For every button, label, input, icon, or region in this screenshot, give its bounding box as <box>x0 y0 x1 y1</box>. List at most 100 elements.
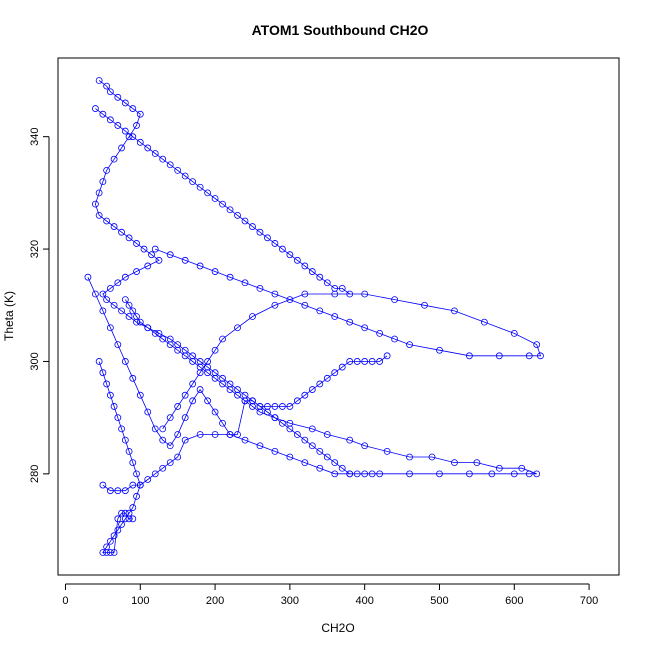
data-point <box>249 313 256 320</box>
data-point <box>518 464 526 472</box>
data-point <box>151 470 159 478</box>
data-point <box>278 245 286 253</box>
data-point <box>488 470 496 478</box>
data-point <box>480 318 488 326</box>
data-point <box>308 268 316 275</box>
data-point <box>256 285 264 292</box>
data-point <box>211 431 219 438</box>
data-point <box>495 464 503 472</box>
data-point <box>204 189 212 197</box>
data-point <box>174 431 182 438</box>
data-point <box>118 228 125 236</box>
data-point <box>406 470 413 478</box>
data-point <box>103 549 111 556</box>
data-point <box>136 138 144 146</box>
data-point <box>204 397 212 405</box>
data-point <box>133 240 140 247</box>
data-point <box>219 335 226 343</box>
data-point <box>376 470 384 478</box>
data-point <box>256 228 264 236</box>
data-point <box>106 391 114 399</box>
data-point <box>368 470 376 478</box>
data-point <box>383 447 391 455</box>
data-point <box>189 358 197 365</box>
data-point <box>278 419 286 427</box>
data-point <box>129 307 137 315</box>
data-layer <box>84 77 544 556</box>
data-point <box>323 431 331 438</box>
data-point <box>383 352 391 360</box>
data-point <box>361 324 369 332</box>
data-point <box>92 290 99 298</box>
data-point <box>241 397 249 405</box>
data-point <box>196 262 204 270</box>
data-point <box>346 470 354 478</box>
data-point <box>286 419 294 427</box>
x-axis: 0 100 200 300 400 500 600 700 <box>62 583 598 607</box>
data-point <box>286 403 294 410</box>
data-series <box>99 431 354 495</box>
data-point <box>103 296 111 304</box>
data-point <box>293 431 301 438</box>
data-point <box>436 346 443 354</box>
y-axis: 280 300 320 340 <box>29 127 50 483</box>
data-point <box>301 290 309 298</box>
x-tick-label: 500 <box>430 595 448 607</box>
data-point <box>331 313 339 320</box>
data-point <box>136 391 144 399</box>
data-point <box>391 296 399 304</box>
data-point <box>144 476 152 483</box>
data-point <box>421 301 428 309</box>
data-point <box>155 256 163 264</box>
data-point <box>293 256 301 264</box>
x-tick-label: 600 <box>505 595 523 607</box>
data-point <box>211 408 219 416</box>
data-point <box>196 386 204 393</box>
data-point <box>118 144 125 152</box>
data-point <box>155 329 163 337</box>
data-point <box>271 447 279 455</box>
data-point <box>159 335 167 343</box>
data-point <box>361 470 369 478</box>
data-point <box>308 425 316 433</box>
data-point <box>301 459 309 467</box>
data-point <box>346 358 354 365</box>
data-point <box>129 133 137 141</box>
data-point <box>159 436 167 444</box>
data-point <box>129 374 137 382</box>
data-point <box>219 380 226 388</box>
data-point <box>166 251 174 259</box>
data-point <box>293 397 301 405</box>
data-point <box>406 341 413 348</box>
data-point <box>174 166 182 174</box>
data-point <box>211 346 219 354</box>
data-point <box>346 290 354 298</box>
data-point <box>533 341 541 348</box>
data-point <box>211 374 219 382</box>
data-point <box>219 200 226 208</box>
data-point <box>301 262 309 270</box>
data-series <box>92 77 541 478</box>
data-point <box>510 329 518 337</box>
data-point <box>181 391 189 399</box>
data-point <box>234 324 241 332</box>
data-point <box>110 223 118 230</box>
data-point <box>234 391 241 399</box>
data-point <box>106 537 114 545</box>
data-point <box>99 369 107 377</box>
data-point <box>125 447 133 455</box>
data-point <box>110 532 118 540</box>
data-point <box>316 380 324 388</box>
data-point <box>533 470 541 478</box>
data-point <box>181 172 189 180</box>
data-point <box>361 290 369 298</box>
data-point <box>537 352 544 360</box>
data-point <box>121 99 129 107</box>
data-point <box>129 515 137 523</box>
data-point <box>361 442 369 450</box>
data-point <box>301 391 309 399</box>
data-point <box>121 296 129 304</box>
data-point <box>92 105 99 112</box>
data-point <box>376 358 384 365</box>
x-tick-label: 100 <box>131 595 149 607</box>
